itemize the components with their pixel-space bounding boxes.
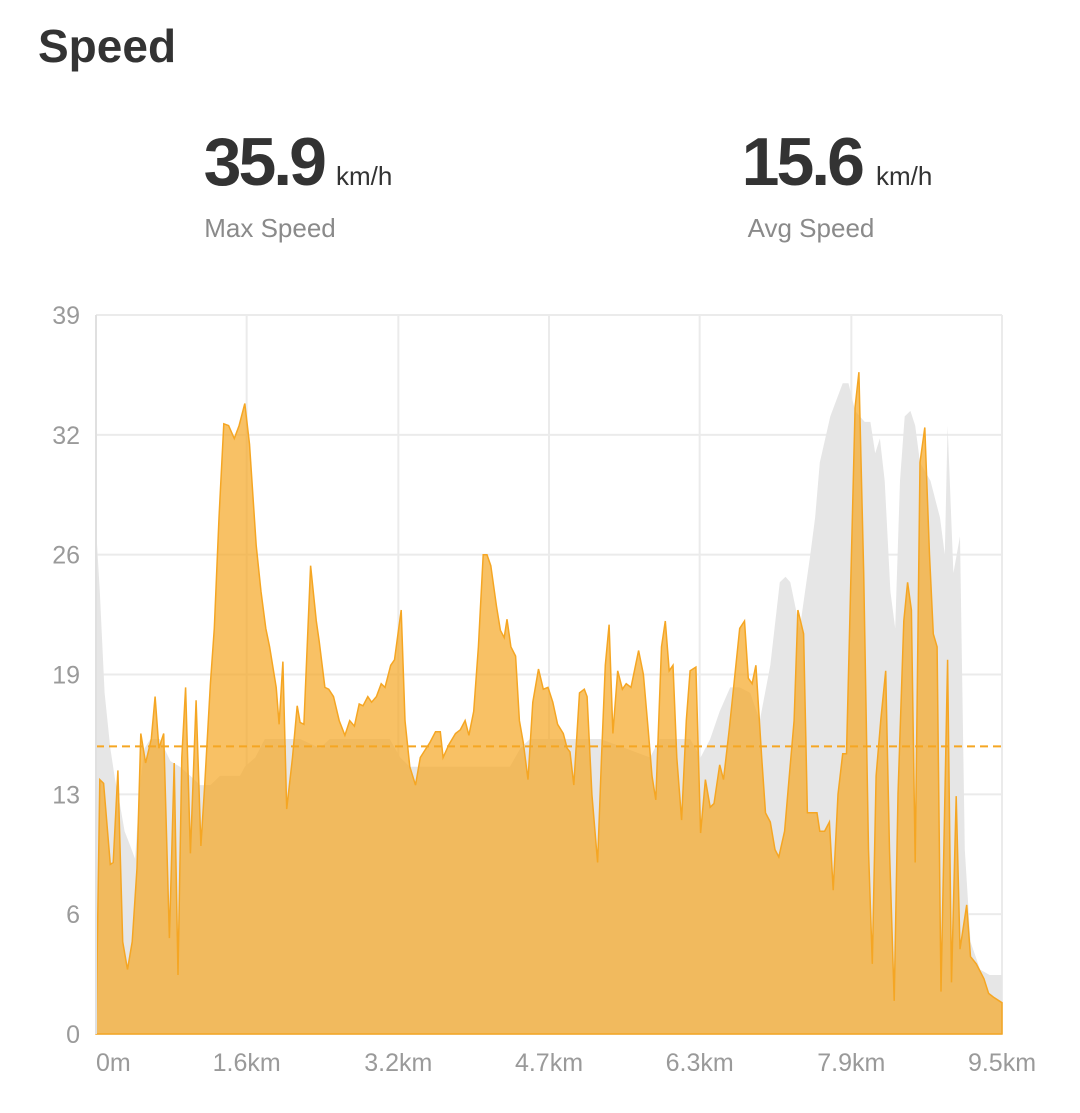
plot [95,372,1003,1035]
y-tick-label: 13 [52,781,80,809]
panel-title: Speed [38,20,176,72]
y-tick-label: 26 [52,542,80,570]
y-tick-label: 32 [52,422,80,450]
x-tick-label: 3.2km [364,1049,432,1077]
x-tick-label: 0m [96,1049,131,1077]
stat-label: Avg Speed [748,213,875,243]
stat-value: 35.9 [204,124,326,200]
y-tick-label: 0 [66,1021,80,1049]
stat-value: 15.6 [742,124,864,200]
stat-label: Max Speed [204,213,336,243]
x-tick-label: 7.9km [817,1049,885,1077]
speed-area [95,372,1003,1035]
stat-unit: km/h [876,161,932,191]
axes: 0 6 13 19 26 32 39 0m 1.6km 3.2km 4.7km 6.3km 7.9km 9… [52,302,1036,1077]
y-tick-label: 39 [52,302,80,330]
x-tick-label: 6.3km [666,1049,734,1077]
x-tick-label: 1.6km [213,1049,281,1077]
y-tick-label: 6 [66,901,80,929]
x-tick-label: 9.5km [968,1049,1036,1077]
y-tick-label: 19 [52,662,80,690]
x-tick-label: 4.7km [515,1049,583,1077]
stat-unit: km/h [336,161,392,191]
